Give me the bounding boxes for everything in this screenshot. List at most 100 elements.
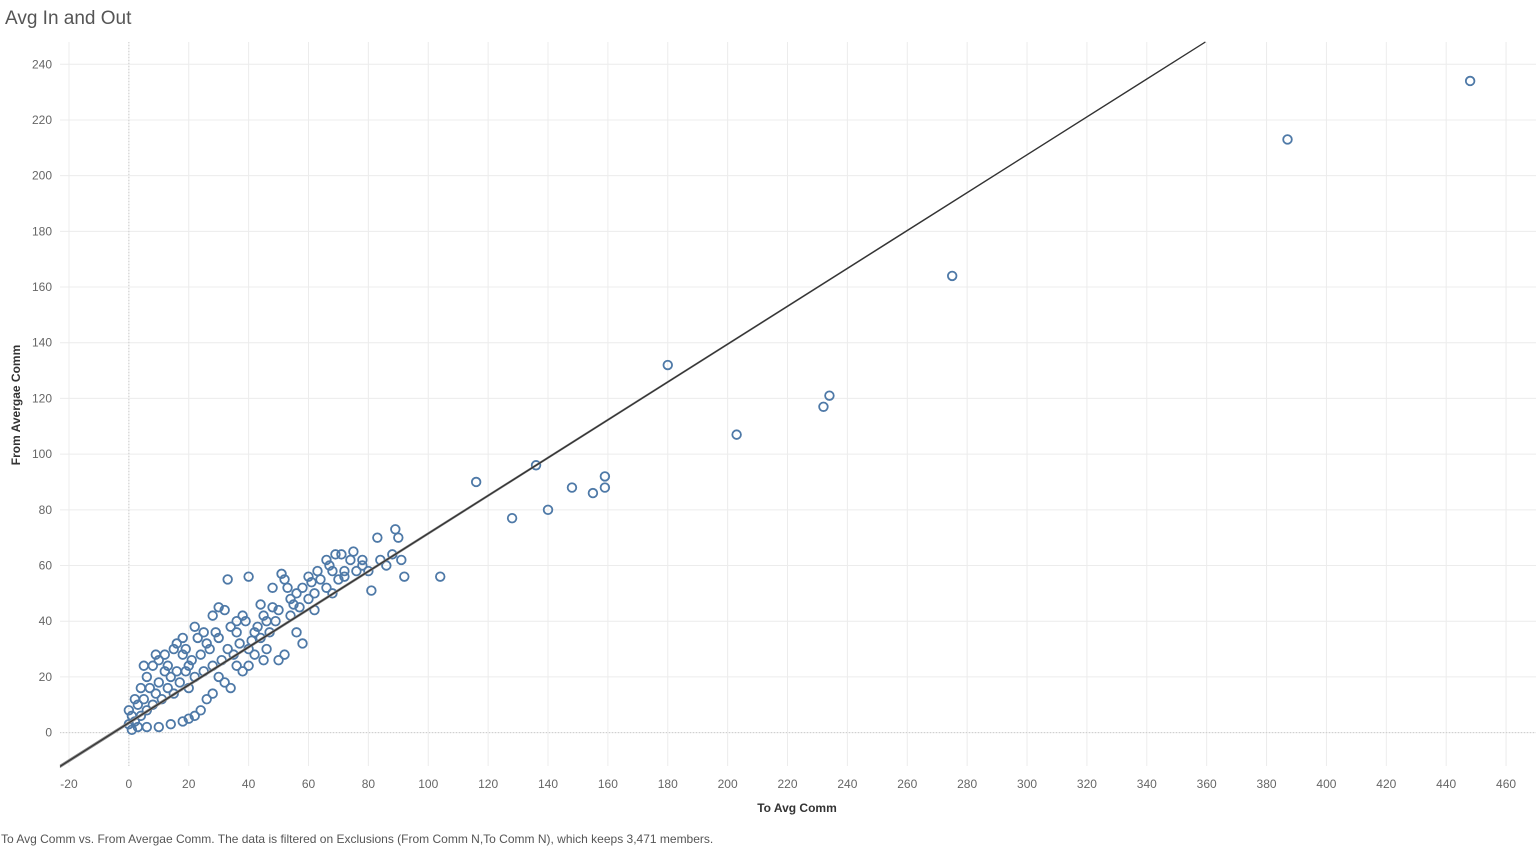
data-point: [357, 560, 368, 571]
data-point: [399, 571, 410, 582]
data-point: [195, 705, 206, 716]
data-point: [542, 504, 554, 516]
data-point: [204, 643, 215, 655]
data-point: [1464, 75, 1476, 87]
data-point: [396, 554, 407, 566]
data-point: [177, 716, 188, 727]
chart-caption: To Avg Comm vs. From Avergae Comm. The d…: [1, 832, 714, 846]
data-point: [372, 532, 383, 543]
data-point: [225, 682, 236, 694]
data-point: [177, 632, 188, 644]
data-point: [327, 588, 338, 599]
data-point: [279, 649, 290, 660]
data-point: [291, 588, 302, 599]
data-point: [150, 688, 162, 699]
data-point: [171, 638, 182, 649]
data-point: [309, 588, 320, 599]
data-point: [339, 565, 350, 577]
x-tick-label: 400: [1316, 777, 1336, 791]
data-point: [267, 582, 278, 593]
data-point: [234, 638, 245, 649]
data-point: [357, 554, 368, 566]
data-point: [297, 582, 308, 593]
data-point: [123, 705, 135, 716]
data-point: [261, 643, 272, 655]
data-point: [470, 476, 482, 488]
y-tick-label: 100: [32, 447, 52, 461]
data-point: [315, 574, 326, 585]
x-tick-label: 160: [598, 777, 618, 791]
data-point: [237, 666, 248, 677]
data-point: [288, 599, 299, 610]
data-point: [818, 401, 829, 412]
data-point: [324, 560, 335, 571]
data-point: [249, 649, 260, 660]
data-point: [327, 565, 338, 577]
data-point: [138, 660, 150, 671]
data-point: [201, 638, 212, 649]
data-point: [144, 682, 156, 694]
x-tick-label: 40: [242, 777, 256, 791]
data-point: [153, 654, 164, 666]
data-point: [231, 616, 242, 627]
data-point: [946, 270, 958, 282]
data-point: [333, 574, 344, 585]
data-point: [351, 565, 362, 577]
x-tick-label: 180: [658, 777, 678, 791]
data-point: [222, 574, 233, 585]
x-tick-label: 260: [897, 777, 917, 791]
data-point: [135, 682, 147, 694]
data-point: [336, 549, 347, 560]
data-point: [207, 610, 218, 621]
data-point: [162, 682, 173, 694]
x-tick-label: 0: [126, 777, 133, 791]
data-point: [285, 593, 296, 605]
data-point: [201, 693, 212, 705]
x-tick-label: 380: [1257, 777, 1277, 791]
x-tick-label: 440: [1436, 777, 1456, 791]
data-point: [159, 649, 170, 660]
data-point: [165, 671, 176, 683]
data-point: [171, 666, 182, 677]
data-point: [213, 602, 224, 613]
data-point: [345, 554, 356, 566]
data-point: [390, 524, 401, 535]
data-point: [213, 671, 224, 683]
data-point: [207, 688, 218, 699]
data-point: [231, 660, 242, 671]
data-point: [174, 677, 185, 688]
trend-line-group: [59, 41, 1206, 769]
data-point: [132, 721, 144, 733]
data-point: [237, 610, 248, 621]
data-point: [435, 571, 446, 582]
data-point: [261, 616, 272, 627]
x-tick-label: 100: [418, 777, 438, 791]
data-point: [183, 713, 194, 724]
data-point: [303, 571, 314, 582]
y-tick-label: 120: [32, 391, 52, 405]
y-tick-label: 20: [39, 670, 53, 684]
data-point: [258, 654, 269, 666]
data-point: [258, 610, 269, 621]
data-point: [141, 721, 153, 733]
y-tick-label: 240: [32, 57, 52, 71]
data-point: [129, 693, 141, 705]
x-tick-label: -20: [60, 777, 78, 791]
y-axis-ticks: 0 20 40 60 80 100 120 140 160 180 200 220 240: [32, 57, 52, 739]
data-point: [273, 654, 284, 666]
data-point: [126, 724, 138, 736]
y-tick-label: 160: [32, 280, 52, 294]
data-point: [279, 574, 290, 585]
data-point: [330, 549, 341, 560]
x-tick-label: 220: [778, 777, 798, 791]
x-tick-label: 120: [478, 777, 498, 791]
x-tick-label: 20: [182, 777, 196, 791]
data-point: [177, 649, 188, 660]
data-point: [255, 599, 266, 610]
gridlines: [60, 42, 1536, 766]
x-tick-label: 360: [1197, 777, 1217, 791]
data-point: [168, 643, 179, 655]
data-point: [506, 512, 518, 524]
data-point: [222, 643, 233, 655]
